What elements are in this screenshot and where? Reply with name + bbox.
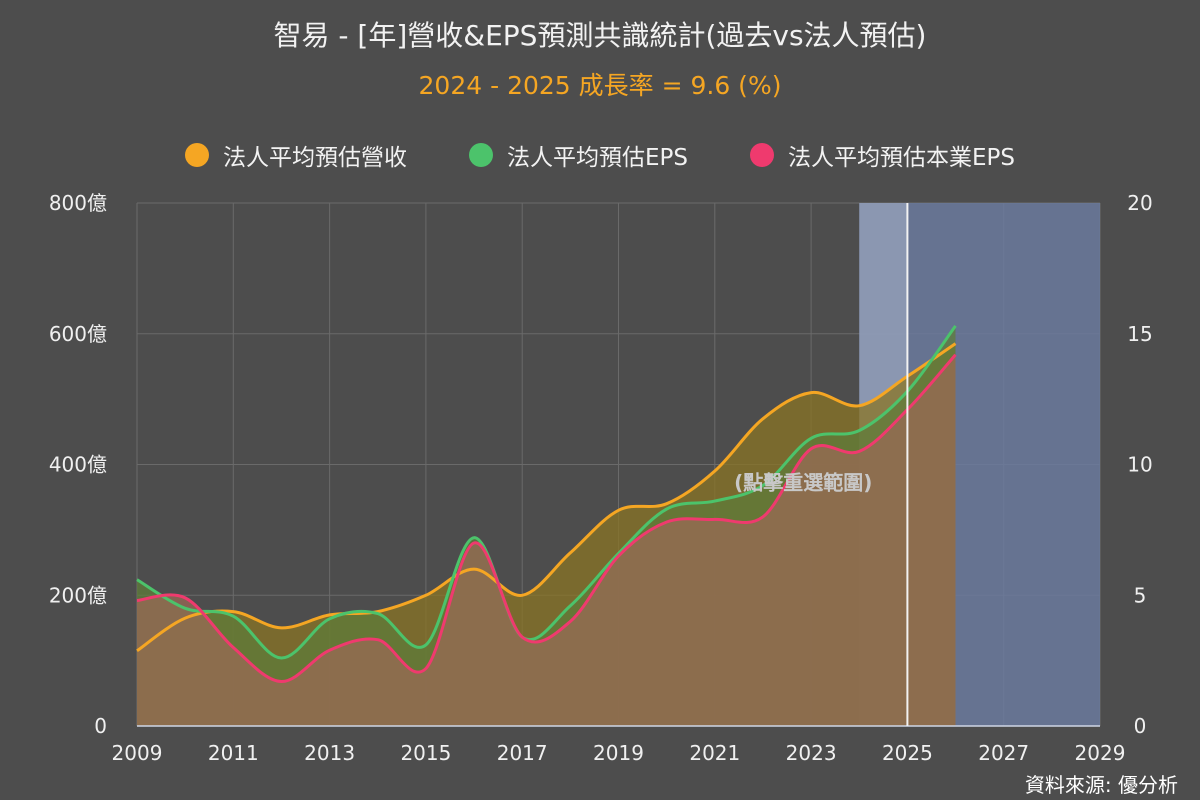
right-tick-label: 20	[1127, 191, 1152, 215]
legend-label-eps: 法人平均預估EPS	[506, 145, 688, 171]
x-tick-label: 2017	[497, 741, 548, 765]
legend-item-core-eps[interactable]: 法人平均預估本業EPS	[750, 138, 1015, 172]
overlay[interactable]: (點擊重選範圍)	[734, 203, 909, 726]
x-tick-label: 2011	[208, 741, 259, 765]
series-areas	[137, 325, 956, 726]
data-source: 資料來源: 優分析	[1024, 773, 1178, 797]
left-tick-label: 200億	[49, 583, 107, 607]
left-tick-label: 600億	[49, 322, 107, 346]
legend-dot-core-eps-icon	[750, 143, 774, 167]
x-tick-label: 2025	[882, 741, 933, 765]
line-revenue	[136, 342, 957, 653]
chart-subtitle: 2024 - 2025 成長率 = 9.6 (%)	[418, 71, 782, 100]
x-tick-label: 2023	[786, 741, 837, 765]
x-tick-label: 2029	[1075, 741, 1126, 765]
left-tick-label: 800億	[49, 191, 107, 215]
legend-dot-revenue-icon	[184, 143, 209, 167]
x-tick-label: 2019	[593, 741, 644, 765]
chart-title: 智易 - [年]營收&EPS預測共識統計(過去vs法人預估)	[273, 19, 927, 52]
x-tick-label: 2015	[400, 741, 451, 765]
legend-label-core-eps: 法人平均預估本業EPS	[788, 145, 1016, 171]
line-core-eps	[136, 353, 957, 684]
x-tick-label: 2013	[304, 741, 355, 765]
left-tick-label: 0	[94, 714, 107, 738]
series-lines	[136, 325, 957, 684]
x-tick-label: 2009	[112, 741, 163, 765]
legend-item-eps[interactable]: 法人平均預估EPS	[468, 138, 688, 172]
line-eps	[136, 325, 957, 660]
x-tick-label: 2027	[978, 741, 1029, 765]
legend-dot-eps-icon	[468, 143, 493, 167]
right-tick-label: 10	[1127, 453, 1152, 477]
left-tick-label: 400億	[49, 453, 107, 477]
right-tick-label: 0	[1134, 714, 1147, 738]
axes: 2009 2011 2013 2015 2017 2019 2021 2023 2025 2027…	[49, 191, 1153, 765]
legend: 法人平均預估營收 法人平均預估EPS 法人平均預估本業EPS	[0, 138, 1200, 172]
reselect-range-label[interactable]: (點擊重選範圍)	[734, 470, 872, 494]
x-tick-label: 2021	[689, 741, 740, 765]
area-core-eps	[137, 354, 956, 726]
right-tick-label: 15	[1127, 322, 1152, 346]
legend-label-revenue: 法人平均預估營收	[222, 145, 407, 171]
right-tick-label: 5	[1134, 583, 1147, 607]
legend-item-revenue[interactable]: 法人平均預估營收	[184, 138, 407, 172]
